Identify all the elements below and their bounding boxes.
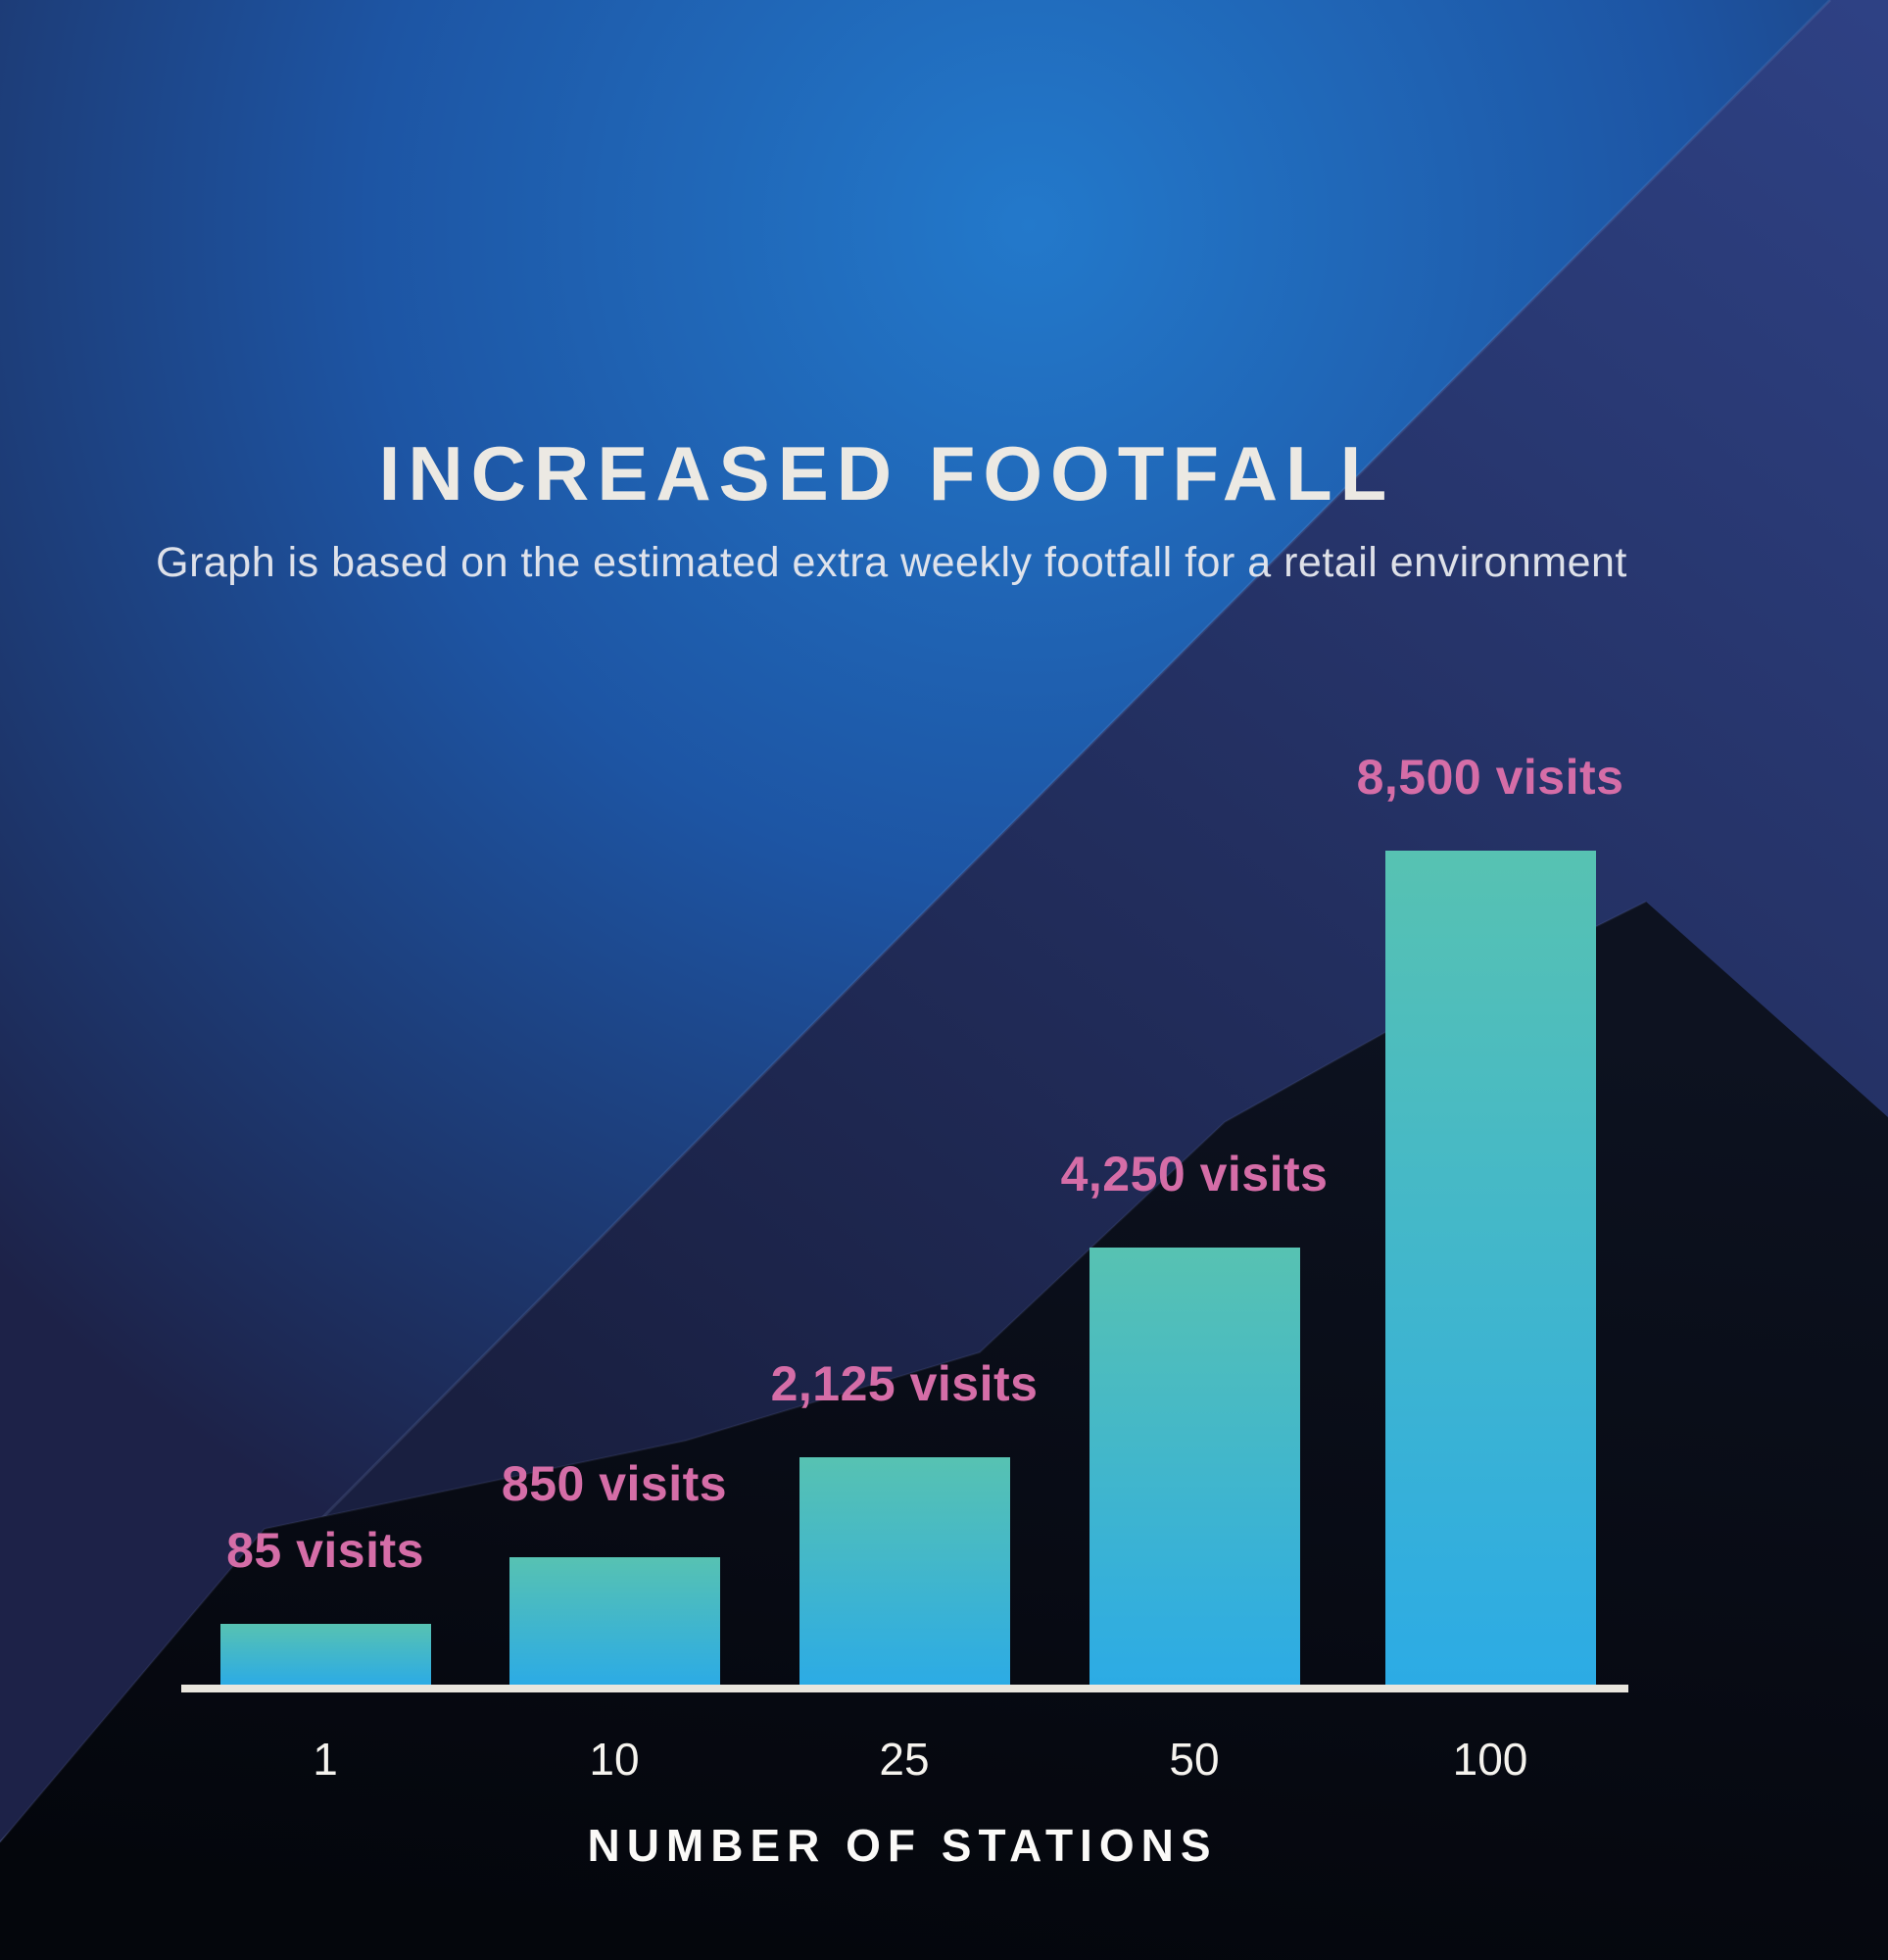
x-axis-title: NUMBER OF STATIONS (587, 1820, 1218, 1871)
x-tick-label: 25 (879, 1734, 930, 1785)
bar-50-stations (1089, 1248, 1300, 1685)
bar-value-label: 2,125 visits (770, 1356, 1039, 1411)
bar-25-stations (799, 1457, 1010, 1685)
x-tick-label: 10 (589, 1734, 640, 1785)
x-tick-label: 100 (1452, 1734, 1528, 1785)
x-tick-label: 1 (313, 1734, 338, 1785)
bar-value-label: 850 visits (501, 1456, 728, 1511)
bar-1-stations (219, 1624, 431, 1685)
bar-value-label: 4,250 visits (1060, 1147, 1329, 1201)
page-subtitle: Graph is based on the estimated extra we… (156, 539, 1627, 586)
bar-10-stations (508, 1557, 720, 1685)
x-axis-line (181, 1685, 1628, 1692)
bar-100-stations (1384, 851, 1596, 1685)
page-title: INCREASED FOOTFALL (378, 430, 1395, 516)
bar-value-label: 8,500 visits (1356, 750, 1624, 805)
bar-value-label: 85 visits (226, 1523, 424, 1578)
x-tick-label: 50 (1169, 1734, 1220, 1785)
